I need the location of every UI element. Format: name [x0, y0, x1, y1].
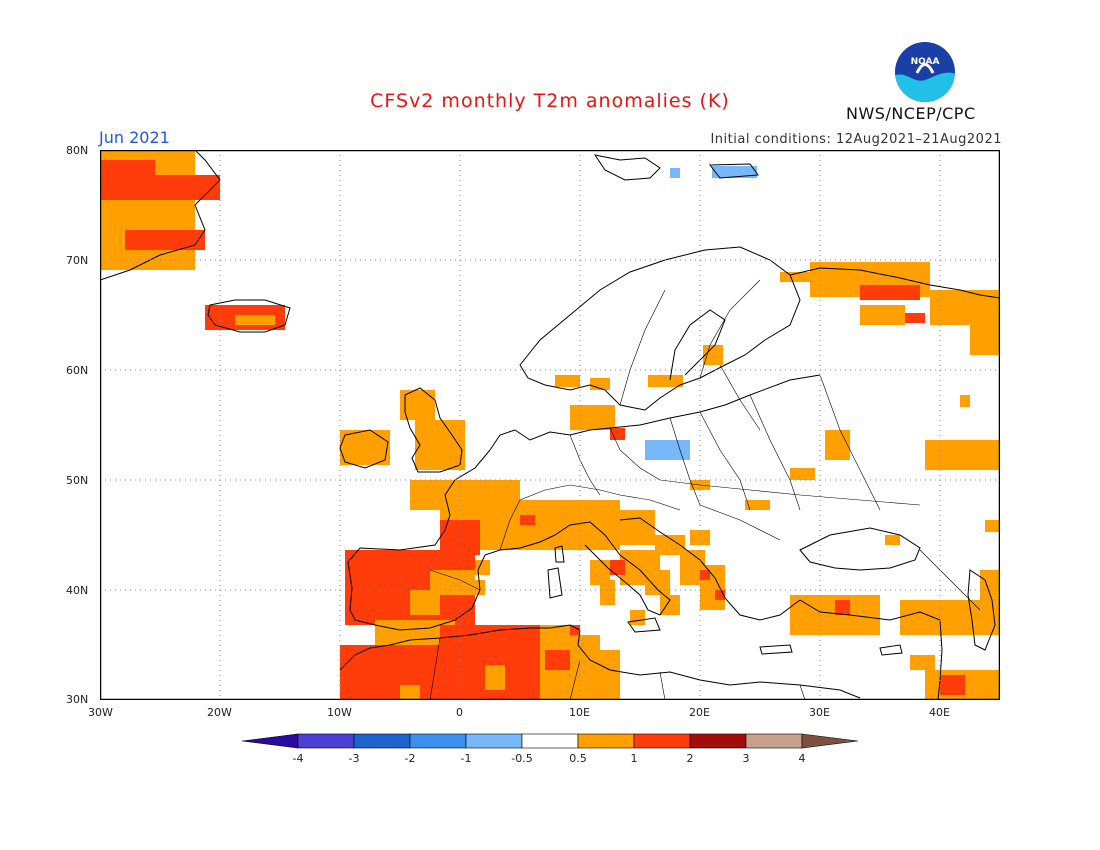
colorbar-swatch [465, 733, 523, 749]
colorbar-label: -3 [349, 752, 360, 765]
lat-tick: 30N [66, 693, 89, 706]
colorbar-label: 4 [799, 752, 806, 765]
lat-tick: 60N [66, 364, 89, 377]
map-frame [100, 150, 1000, 700]
anomaly-fill [100, 150, 1000, 700]
colorbar-swatch [633, 733, 691, 749]
colorbar-swatch [297, 733, 355, 749]
country-borders [429, 279, 981, 700]
noaa-logo: NOAA [895, 42, 955, 102]
colorbar-swatch [353, 733, 411, 749]
lat-tick: 50N [66, 474, 89, 487]
colorbar-label: 2 [687, 752, 694, 765]
lon-tick: 20W [207, 706, 232, 719]
colorbar-swatch [689, 733, 747, 749]
colorbar-swatch [521, 733, 579, 749]
agency-label: NWS/NCEP/CPC [846, 104, 976, 123]
colorbar-swatch [577, 733, 635, 749]
colorbar-swatch [745, 733, 803, 749]
colorbar-swatch [409, 733, 467, 749]
chart-title: CFSv2 monthly T2m anomalies (K) [370, 90, 730, 112]
logo-text: NOAA [911, 57, 940, 67]
colorbar-label: 1 [631, 752, 638, 765]
lat-tick: 40N [66, 584, 89, 597]
colorbar-label: -1 [461, 752, 472, 765]
initial-conditions-label: Initial conditions: 12Aug2021–21Aug2021 [710, 132, 1002, 147]
colorbar-swatches [241, 733, 859, 749]
anomaly-map [100, 150, 1000, 700]
colorbar-labels: -4 -3 -2 -1 -0.5 0.5 1 2 3 4 [293, 752, 806, 765]
colorbar-label: -4 [293, 752, 304, 765]
colorbar-label: -2 [405, 752, 416, 765]
lon-tick: 0 [456, 706, 463, 719]
colorbar-label: -0.5 [511, 752, 532, 765]
colorbar: -4 -3 -2 -1 -0.5 0.5 1 2 3 4 [241, 733, 859, 765]
colorbar-label: 0.5 [569, 752, 587, 765]
lon-tick: 30W [88, 706, 113, 719]
colorbar-swatch [241, 733, 299, 749]
gridlines [100, 150, 1000, 700]
colorbar-swatch [801, 733, 859, 749]
lon-tick: 20E [689, 706, 710, 719]
lon-tick: 10W [327, 706, 352, 719]
lat-tick: 80N [66, 144, 89, 157]
lon-tick: 40E [929, 706, 950, 719]
lon-tick: 30E [809, 706, 830, 719]
lat-tick: 70N [66, 254, 89, 267]
lon-tick: 10E [569, 706, 590, 719]
colorbar-label: 3 [743, 752, 750, 765]
period-label: Jun 2021 [99, 128, 170, 147]
